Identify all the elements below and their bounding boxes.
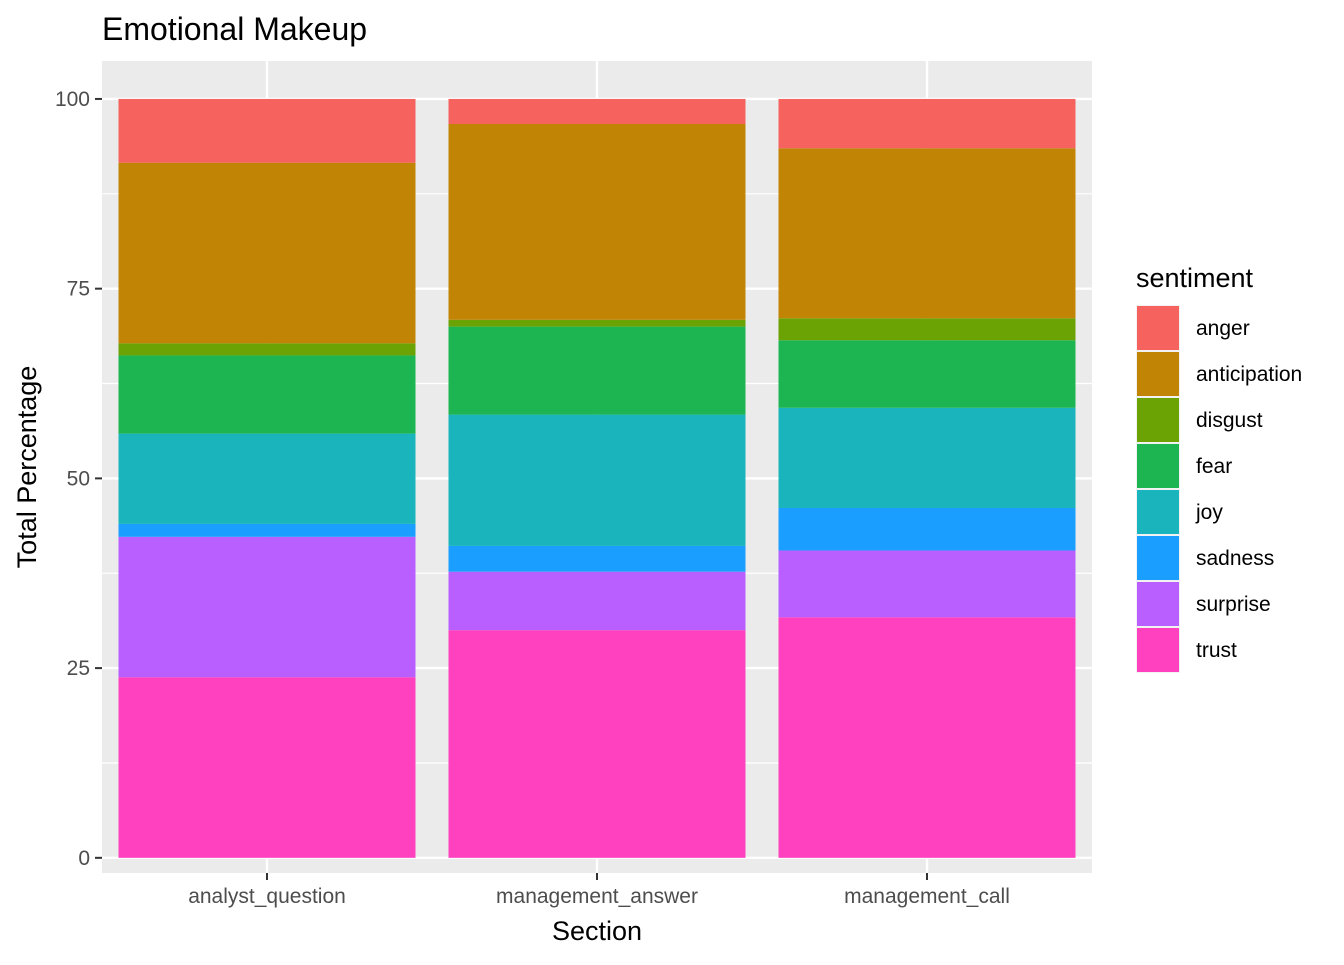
bar-segment-fear	[448, 326, 746, 415]
legend-label: surprise	[1196, 593, 1271, 616]
chart-title: Emotional Makeup	[102, 11, 367, 47]
bar-segment-trust	[448, 630, 746, 858]
y-tick-label: 50	[67, 467, 90, 490]
bar-segment-trust	[118, 677, 416, 858]
legend-key-fear	[1137, 444, 1179, 488]
legend-key-disgust	[1137, 398, 1179, 442]
legend-label: trust	[1196, 639, 1237, 662]
y-axis: 0 25 50 75 100	[55, 88, 102, 870]
x-axis: analyst_question management_answer managem…	[188, 873, 1010, 908]
bar-segment-disgust	[448, 319, 746, 327]
legend-label: anticipation	[1196, 363, 1302, 386]
y-tick-label: 25	[67, 657, 90, 680]
legend-title: sentiment	[1136, 263, 1254, 293]
bar-segment-joy	[448, 414, 746, 546]
bar-segment-joy	[118, 433, 416, 524]
bar-segment-anticipation	[778, 148, 1076, 319]
legend-key-trust	[1137, 628, 1179, 672]
y-tick-label: 0	[78, 847, 90, 870]
bar-segment-anticipation	[118, 162, 416, 344]
y-axis-title: Total Percentage	[12, 366, 42, 569]
bar-segment-anticipation	[448, 123, 746, 320]
bar-segment-joy	[778, 407, 1076, 508]
legend-label: anger	[1196, 317, 1250, 340]
bar-segment-anger	[778, 98, 1076, 149]
legend: sentiment anger anticipation disgust fear jo…	[1136, 263, 1302, 673]
bar-segment-sadness	[448, 545, 746, 572]
x-tick-label: management_answer	[496, 885, 698, 908]
legend-label: sadness	[1196, 547, 1274, 570]
bar-segment-surprise	[778, 550, 1076, 618]
bar-segment-fear	[778, 340, 1076, 408]
bar-segment-fear	[118, 355, 416, 434]
bar-segment-sadness	[118, 523, 416, 537]
bar-segment-anger	[448, 98, 746, 124]
legend-key-sadness	[1137, 536, 1179, 580]
x-axis-title: Section	[552, 916, 642, 946]
legend-label: disgust	[1196, 409, 1263, 432]
y-tick-label: 75	[67, 278, 90, 301]
legend-label: joy	[1195, 501, 1223, 524]
bars	[118, 98, 1076, 858]
bar-segment-sadness	[778, 507, 1076, 551]
legend-key-surprise	[1137, 582, 1179, 626]
x-tick-label: analyst_question	[188, 885, 346, 908]
bar-segment-surprise	[448, 571, 746, 631]
legend-key-anger	[1137, 306, 1179, 350]
y-tick-label: 100	[55, 88, 90, 111]
x-tick-label: management_call	[844, 885, 1010, 908]
legend-label: fear	[1196, 455, 1232, 478]
bar-segment-trust	[778, 617, 1076, 858]
bar-segment-surprise	[118, 536, 416, 678]
legend-key-joy	[1137, 490, 1179, 534]
bar-segment-anger	[118, 98, 416, 163]
bar-segment-disgust	[118, 343, 416, 356]
bar-segment-disgust	[778, 318, 1076, 341]
legend-key-anticipation	[1137, 352, 1179, 396]
